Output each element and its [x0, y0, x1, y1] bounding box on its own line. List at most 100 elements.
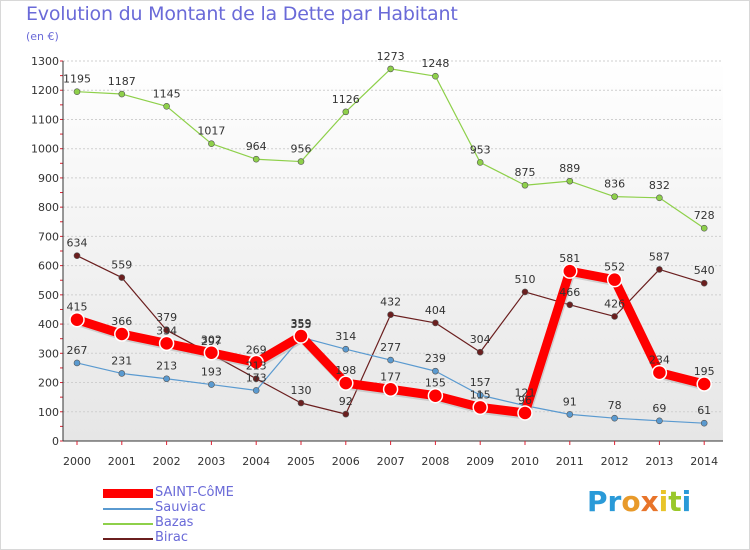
- data-point: [297, 399, 305, 407]
- data-point: [656, 194, 663, 202]
- data-label: 115: [470, 388, 491, 401]
- data-point: [118, 90, 126, 98]
- data-label: 269: [246, 343, 267, 356]
- data-point: [611, 313, 618, 320]
- data-label: 355: [291, 318, 312, 331]
- x-tick-label: 2005: [287, 455, 315, 468]
- data-point: [562, 263, 578, 279]
- data-label: 426: [604, 297, 625, 310]
- data-label: 213: [156, 360, 177, 373]
- data-label: 239: [425, 352, 446, 365]
- data-label: 552: [604, 261, 625, 274]
- legend-swatch: [103, 489, 153, 498]
- data-point: [611, 414, 618, 422]
- data-label: 1017: [197, 125, 225, 138]
- data-label: 956: [291, 143, 312, 156]
- data-label: 1126: [332, 93, 360, 106]
- data-point: [208, 140, 215, 148]
- data-point: [73, 88, 81, 95]
- data-point: [432, 72, 439, 80]
- x-tick-label: 2006: [332, 455, 360, 468]
- data-label: 1145: [153, 87, 181, 100]
- y-tick-label: 800: [38, 201, 59, 214]
- data-label: 432: [380, 296, 401, 309]
- data-point: [342, 108, 350, 116]
- y-tick-label: 0: [52, 435, 59, 448]
- data-label: 404: [425, 304, 446, 317]
- data-point: [656, 266, 663, 273]
- chart-unit: (en €): [26, 30, 59, 43]
- data-point: [387, 65, 394, 73]
- data-point: [248, 354, 264, 371]
- series-lines: [69, 65, 712, 427]
- data-point: [387, 311, 394, 319]
- data-point: [566, 177, 574, 185]
- data-label: 91: [563, 395, 577, 408]
- data-point: [163, 326, 170, 334]
- data-label: 334: [156, 324, 177, 337]
- y-tick-label: 400: [38, 318, 59, 331]
- data-point: [293, 328, 309, 344]
- x-tick-label: 2000: [63, 455, 91, 468]
- data-point: [69, 311, 85, 328]
- y-tick-label: 300: [38, 347, 59, 360]
- y-tick-label: 1300: [31, 55, 59, 68]
- data-point: [387, 356, 394, 364]
- data-point: [521, 288, 529, 296]
- y-tick-label: 1000: [31, 143, 59, 156]
- data-label: 1248: [421, 57, 449, 70]
- chart-title: Evolution du Montant de la Dette par Hab…: [26, 3, 458, 25]
- data-point: [472, 399, 488, 416]
- logo-letter: x: [640, 485, 659, 518]
- data-point: [656, 417, 663, 425]
- legend-swatch: [103, 538, 153, 540]
- data-point: [611, 193, 618, 200]
- data-point: [297, 158, 305, 165]
- y-tick-label: 500: [38, 289, 59, 302]
- data-label: 61: [697, 404, 711, 417]
- data-labels: 415 366 334 302 269 359 198 177 155 115 96 581 552 23…: [63, 50, 715, 417]
- data-label: 587: [649, 250, 670, 263]
- logo-letter: t: [668, 485, 682, 518]
- y-tick-label: 100: [38, 406, 59, 419]
- data-label: 466: [559, 286, 580, 299]
- data-point: [606, 271, 623, 288]
- y-tick-label: 700: [38, 230, 59, 243]
- x-tick-label: 2009: [466, 455, 494, 468]
- data-point: [118, 370, 126, 377]
- data-point: [382, 381, 399, 398]
- data-label: 173: [246, 371, 267, 384]
- data-point: [651, 364, 668, 381]
- x-tick-label: 2002: [153, 455, 181, 468]
- data-label: 177: [380, 370, 401, 383]
- data-label: 198: [335, 364, 356, 377]
- data-point: [208, 381, 215, 388]
- data-point: [252, 387, 260, 394]
- x-tick-label: 2001: [108, 455, 136, 468]
- data-point: [163, 375, 170, 383]
- data-label: 953: [470, 143, 491, 156]
- x-tick-label: 2011: [556, 455, 584, 468]
- grid-lines: [63, 60, 723, 413]
- data-point: [73, 359, 81, 367]
- y-tick-label: 200: [38, 377, 59, 390]
- logo-letter: P: [587, 485, 608, 518]
- data-label: 195: [694, 365, 715, 378]
- data-point: [566, 301, 574, 309]
- data-label: 78: [608, 399, 622, 412]
- data-label: 1187: [108, 75, 136, 88]
- x-tick-label: 2007: [377, 455, 405, 468]
- legend-label: SAINT-CôME: [155, 485, 234, 500]
- legend-label: Sauviac: [155, 500, 206, 515]
- data-label: 634: [67, 237, 88, 250]
- y-tick-label: 1100: [31, 113, 59, 126]
- data-label: 964: [246, 140, 267, 153]
- data-label: 96: [518, 394, 532, 407]
- data-label: 728: [694, 209, 715, 222]
- logo-letter: o: [621, 485, 641, 518]
- data-point: [73, 252, 81, 259]
- data-label: 314: [335, 330, 356, 343]
- data-label: 832: [649, 179, 670, 192]
- x-tick-label: 2014: [690, 455, 718, 468]
